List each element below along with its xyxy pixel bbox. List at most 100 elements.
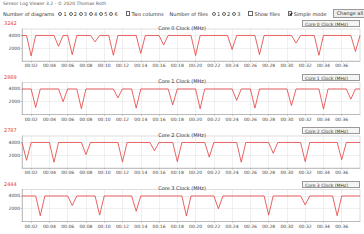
- html-text:3242: 3242: [4, 20, 17, 26]
- svg-text:00:26: 00:26: [244, 117, 257, 122]
- svg-text:4000: 4000: [9, 193, 21, 198]
- svg-text:00:02: 00:02: [25, 63, 38, 68]
- svg-text:00:10: 00:10: [98, 117, 111, 122]
- svg-text:00:28: 00:28: [262, 117, 275, 122]
- svg-text:00:24: 00:24: [226, 63, 239, 68]
- svg-text:00:14: 00:14: [134, 224, 147, 229]
- svg-text:00:34: 00:34: [317, 63, 330, 68]
- html-text:Core 1 Clock (MHz): Core 1 Clock (MHz): [305, 75, 348, 81]
- svg-text:00:34: 00:34: [317, 224, 330, 229]
- svg-text:00:14: 00:14: [134, 170, 147, 175]
- svg-text:00:16: 00:16: [153, 170, 166, 175]
- svg-text:00:20: 00:20: [189, 170, 202, 175]
- html-text:Sensor Log Viewer 3.2 - © 2020: Sensor Log Viewer 3.2 - © 2020 Thomas Ro…: [3, 1, 107, 6]
- svg-text:00:30: 00:30: [280, 117, 293, 122]
- svg-text:00:24: 00:24: [226, 117, 239, 122]
- svg-text:00:10: 00:10: [98, 224, 111, 229]
- svg-text:00:30: 00:30: [280, 224, 293, 229]
- svg-text:00:14: 00:14: [134, 117, 147, 122]
- html-text:1: 1: [216, 10, 221, 17]
- svg-text:00:32: 00:32: [299, 63, 312, 68]
- svg-text:00:14: 00:14: [134, 63, 147, 68]
- svg-text:00:12: 00:12: [116, 63, 129, 68]
- svg-text:2000: 2000: [9, 206, 21, 211]
- svg-text:00:24: 00:24: [226, 224, 239, 229]
- html-text:2787: 2787: [4, 127, 17, 133]
- svg-text:00:22: 00:22: [207, 117, 220, 122]
- svg-text:00:30: 00:30: [280, 170, 293, 175]
- svg-text:00:24: 00:24: [226, 170, 239, 175]
- html-text:Number of files: Number of files: [169, 10, 208, 17]
- html-text:2889: 2889: [4, 73, 17, 80]
- svg-text:00:20: 00:20: [189, 117, 202, 122]
- svg-text:00:32: 00:32: [299, 170, 312, 175]
- svg-text:00:26: 00:26: [244, 170, 257, 175]
- svg-text:00:36: 00:36: [335, 224, 348, 229]
- svg-text:00:22: 00:22: [207, 224, 220, 229]
- svg-text:00:28: 00:28: [262, 63, 275, 68]
- svg-text:00:12: 00:12: [116, 117, 129, 122]
- svg-text:00:08: 00:08: [79, 63, 92, 68]
- svg-text:00:18: 00:18: [171, 117, 184, 122]
- html-text:Core 0 Clock (MHz): Core 0 Clock (MHz): [305, 22, 348, 27]
- svg-text:00:16: 00:16: [153, 224, 166, 229]
- svg-text:00:16: 00:16: [153, 63, 166, 68]
- svg-text:2000: 2000: [9, 99, 21, 104]
- svg-text:00:06: 00:06: [61, 63, 74, 68]
- svg-text:00:08: 00:08: [79, 170, 92, 175]
- html-text:Show files: Show files: [254, 10, 280, 17]
- svg-text:00:06: 00:06: [61, 224, 74, 229]
- svg-text:00:06: 00:06: [61, 170, 74, 175]
- html-text:2444: 2444: [4, 180, 17, 187]
- svg-text:00:20: 00:20: [189, 224, 202, 229]
- svg-text:00:34: 00:34: [317, 117, 330, 122]
- svg-text:00:08: 00:08: [79, 224, 92, 229]
- svg-text:00:18: 00:18: [171, 63, 184, 68]
- svg-text:00:22: 00:22: [207, 63, 220, 68]
- svg-text:00:28: 00:28: [262, 170, 275, 175]
- svg-text:00:20: 00:20: [189, 63, 202, 68]
- svg-text:00:22: 00:22: [207, 170, 220, 175]
- svg-text:00:16: 00:16: [153, 117, 166, 122]
- svg-text:2000: 2000: [9, 153, 21, 158]
- svg-text:4000: 4000: [9, 33, 21, 38]
- svg-text:Core 0 Clock (MHz): Core 0 Clock (MHz): [158, 25, 206, 31]
- svg-text:00:12: 00:12: [116, 224, 129, 229]
- svg-text:00:06: 00:06: [61, 117, 74, 122]
- svg-text:00:10: 00:10: [98, 170, 111, 175]
- svg-text:00:02: 00:02: [25, 170, 38, 175]
- html-text:Number of diagrams: Number of diagrams: [3, 10, 55, 17]
- svg-text:00:30: 00:30: [280, 63, 293, 68]
- html-text:Two columns: Two columns: [131, 10, 164, 17]
- svg-text:00:34: 00:34: [317, 170, 330, 175]
- html-text:Change all: Change all: [336, 10, 364, 16]
- svg-text:00:10: 00:10: [98, 63, 111, 68]
- html-text:Core 3 Clock (MHz): Core 3 Clock (MHz): [305, 182, 348, 188]
- svg-text:00:36: 00:36: [335, 117, 348, 122]
- svg-text:00:36: 00:36: [335, 170, 348, 175]
- svg-text:4000: 4000: [9, 86, 21, 91]
- svg-text:00:18: 00:18: [171, 170, 184, 175]
- svg-text:00:08: 00:08: [79, 117, 92, 122]
- svg-text:00:12: 00:12: [116, 170, 129, 175]
- svg-text:00:36: 00:36: [335, 63, 348, 68]
- html-text:Core 2 Clock (MHz): Core 2 Clock (MHz): [305, 129, 348, 134]
- svg-text:00:28: 00:28: [262, 224, 275, 229]
- svg-text:2000: 2000: [9, 46, 21, 51]
- svg-text:00:26: 00:26: [244, 63, 257, 68]
- svg-text:00:26: 00:26: [244, 224, 257, 229]
- svg-text:00:04: 00:04: [43, 63, 56, 68]
- svg-text:00:32: 00:32: [299, 117, 312, 122]
- svg-text:00:02: 00:02: [25, 224, 38, 229]
- svg-text:00:04: 00:04: [43, 224, 56, 229]
- svg-text:00:02: 00:02: [25, 117, 38, 122]
- svg-text:4000: 4000: [9, 140, 21, 145]
- svg-text:00:04: 00:04: [43, 170, 56, 175]
- svg-text:00:18: 00:18: [171, 224, 184, 229]
- html-text:Simple mode: Simple mode: [293, 10, 327, 17]
- svg-text:00:04: 00:04: [43, 117, 56, 122]
- svg-text:Core 1 Clock (MHz): Core 1 Clock (MHz): [158, 78, 206, 84]
- svg-text:00:32: 00:32: [299, 224, 312, 229]
- svg-text:Core 2 Clock (MHz): Core 2 Clock (MHz): [158, 132, 206, 138]
- svg-text:Core 3 Clock (MHz): Core 3 Clock (MHz): [158, 185, 206, 191]
